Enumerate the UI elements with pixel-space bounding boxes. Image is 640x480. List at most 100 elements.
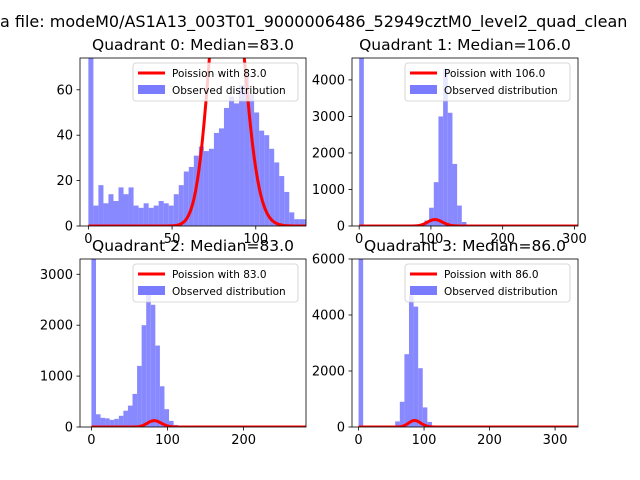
legend-poisson-label: Poission with 106.0 [444, 68, 545, 80]
x-tick-label: 100 [155, 433, 180, 448]
legend-observed-label: Observed distribution [172, 286, 286, 298]
histogram-bar [223, 107, 229, 226]
quadrant-title: Quadrant 3: Median=86.0 [364, 237, 566, 255]
legend-observed-label: Observed distribution [444, 85, 558, 97]
histogram-bar [244, 76, 250, 226]
histogram-bar [188, 166, 194, 226]
y-tick-label: 0 [337, 421, 345, 436]
y-tick-label: 0 [65, 220, 73, 235]
histogram-bar [103, 203, 109, 226]
histogram-bar [452, 163, 458, 226]
legend-observed-swatch [410, 286, 437, 295]
histogram-bar [150, 304, 156, 427]
histogram-bar [359, 58, 364, 226]
histogram-bar [239, 85, 245, 226]
y-tick-label: 0 [337, 220, 345, 235]
histogram-bar [127, 405, 133, 427]
histogram-bar [429, 207, 434, 226]
histogram-bar [133, 205, 139, 226]
histogram-bar [168, 205, 174, 226]
x-tick-label: 100 [419, 232, 444, 247]
quadrant-1-data-area [358, 58, 578, 226]
y-tick-label: 2000 [40, 319, 73, 334]
quadrant-0-data-area [88, 58, 306, 226]
histogram-bar [433, 182, 439, 226]
histogram-bar [395, 421, 400, 427]
histogram-bar [91, 259, 96, 427]
y-tick-label: 40 [56, 129, 73, 144]
histogram-bar [269, 148, 275, 226]
y-tick-label: 0 [65, 421, 73, 436]
legend-poisson-label: Poission with 83.0 [172, 68, 267, 80]
y-tick-label: 1000 [312, 183, 345, 198]
histogram-bar [259, 130, 265, 226]
histogram-bar [105, 418, 110, 427]
histogram-bar [457, 205, 462, 226]
histogram-bar [169, 420, 174, 427]
histogram-bar [146, 294, 151, 427]
legend: Poission with 106.0 Observed distribution [404, 62, 571, 102]
axes-frame [351, 258, 579, 428]
histogram-bar [173, 194, 179, 226]
histogram-bar [163, 203, 169, 226]
poisson-curve [357, 419, 578, 427]
histogram-bar [118, 187, 124, 226]
quadrant-0-plot: 0 50 100 0 20 40 60 Quadrant 0: Median=83.0 Pois… [56, 36, 307, 247]
legend: Poission with 83.0 Observed distribution [132, 263, 299, 303]
histogram-bar [100, 417, 106, 427]
histogram-bar [213, 132, 219, 226]
histogram-bar [113, 201, 119, 226]
histogram-bar [164, 409, 170, 427]
poisson-curve [358, 218, 578, 226]
histogram-bar [443, 68, 448, 226]
legend: Poission with 86.0 Observed distribution [404, 263, 571, 303]
histogram-bar [294, 219, 300, 226]
quadrant-3-plot: 0 100 200 300 0 2000 4000 6000 Quadrant 3: Media… [312, 237, 579, 448]
histogram-bar [93, 205, 99, 226]
histogram-bar [98, 185, 104, 226]
histogram-bar [274, 162, 280, 226]
quadrant-title: Quadrant 0: Median=83.0 [92, 36, 294, 54]
histogram-bar [249, 94, 255, 226]
histogram-bar [141, 325, 147, 427]
histogram-bar [95, 414, 101, 427]
histogram-bar [461, 221, 467, 226]
quadrant-title: Quadrant 1: Median=106.0 [359, 36, 571, 54]
legend-poisson-label: Poission with 83.0 [172, 269, 267, 281]
histogram-bar [128, 187, 134, 226]
histogram-bar [438, 116, 444, 226]
x-tick-label: 0 [355, 232, 363, 247]
x-tick-label: 300 [562, 232, 587, 247]
histogram-bar [358, 259, 364, 427]
histogram-bar [178, 185, 184, 226]
histogram-bar [447, 112, 453, 226]
y-tick-label: 3000 [40, 268, 73, 283]
axes-frame [79, 57, 307, 227]
x-tick-label: 200 [477, 433, 502, 448]
histogram-bar [279, 176, 285, 226]
y-tick-label: 1000 [40, 370, 73, 385]
histogram-bar [118, 415, 124, 427]
histogram-bar [404, 354, 409, 427]
histogram-bar [123, 194, 129, 226]
histogram-bar [399, 401, 405, 427]
histogram-bar [203, 151, 209, 226]
histogram-bar [132, 393, 138, 427]
legend-observed-label: Observed distribution [444, 286, 558, 298]
histogram-bar [158, 201, 164, 226]
axes-frame [351, 57, 579, 227]
legend-box [404, 62, 571, 102]
y-tick-label: 4000 [312, 73, 345, 88]
y-tick-label: 20 [56, 174, 73, 189]
histogram-bar [153, 205, 159, 226]
legend-box [404, 263, 571, 303]
x-tick-label: 0 [354, 433, 362, 448]
x-tick-label: 200 [490, 232, 515, 247]
y-tick-label: 4000 [312, 309, 345, 324]
legend-observed-label: Observed distribution [172, 85, 286, 97]
histogram-bar [109, 419, 115, 427]
histogram-bar [159, 386, 165, 427]
histogram-bar [138, 207, 144, 226]
